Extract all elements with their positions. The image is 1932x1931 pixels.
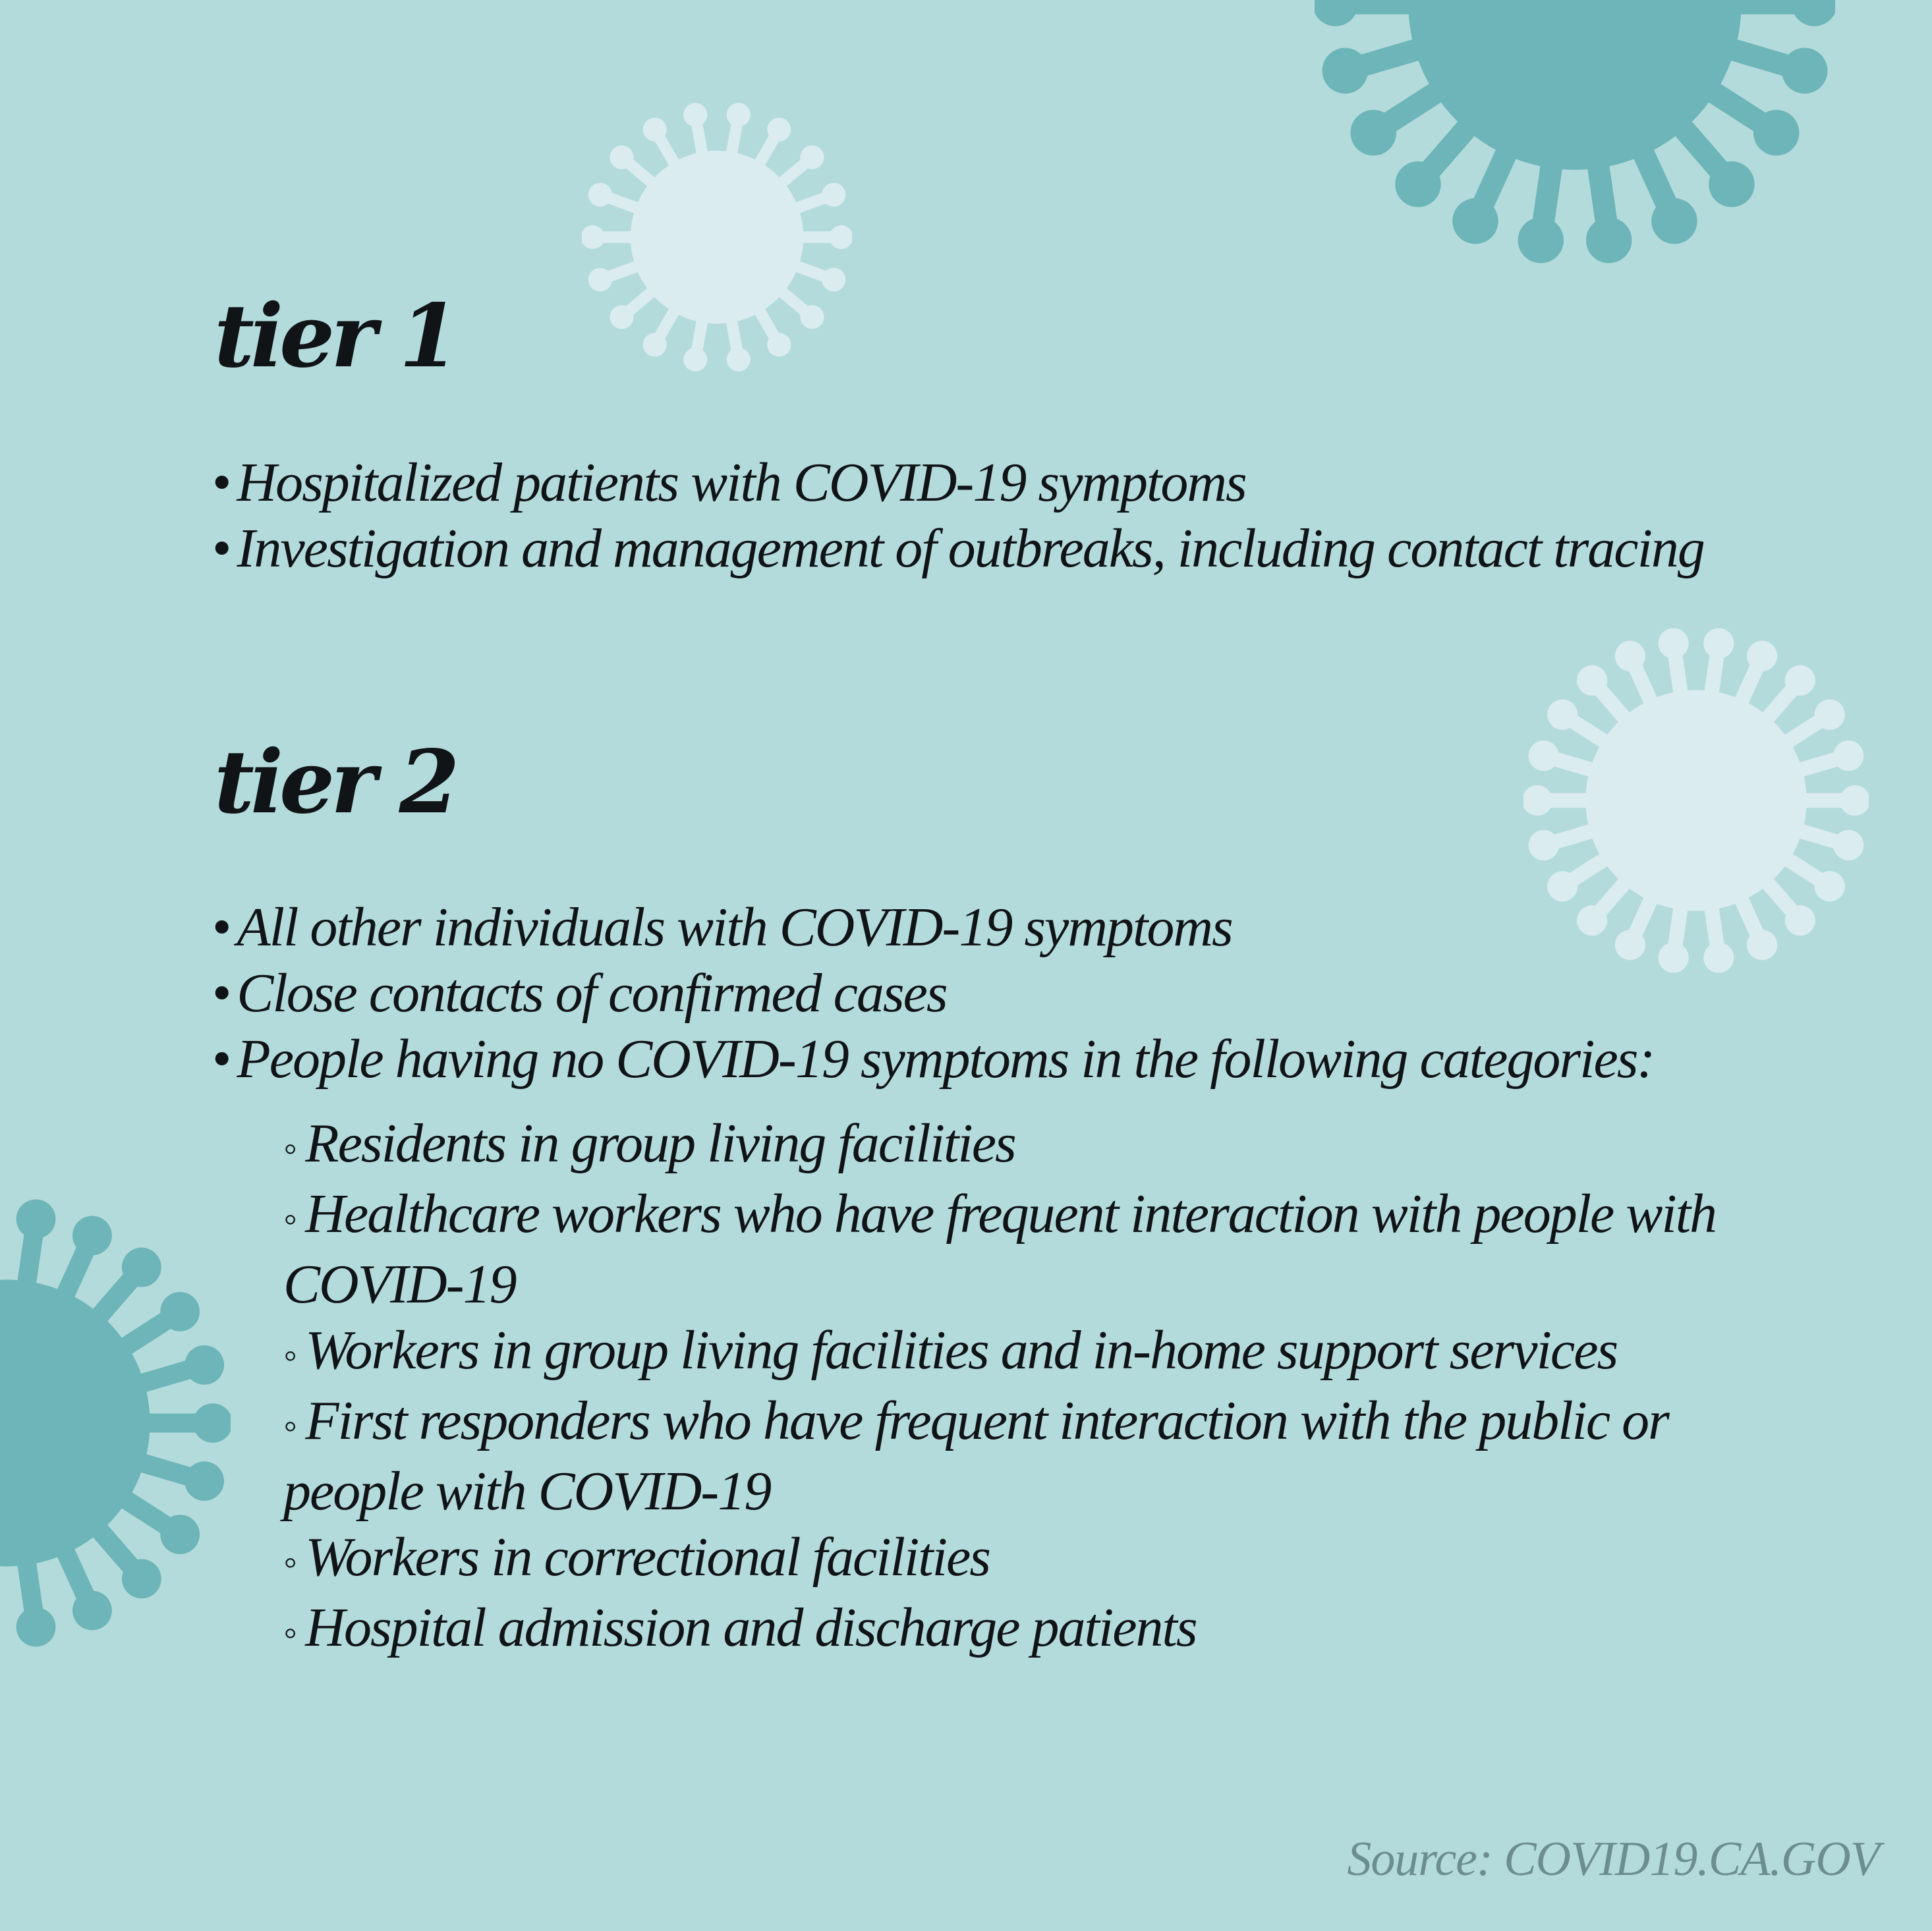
sublist-item: ◦ First responders who have frequent inte… [283,1390,1670,1522]
bullet: ◦ [283,1333,297,1377]
tier2-sublist: ◦ Residents in group living facilities ◦ H… [283,1111,1753,1665]
bullet: ◦ [283,1540,297,1584]
list-item: • Close contacts of confirmed cases [212,963,948,1024]
bullet: • [212,518,231,579]
bullet: • [212,897,231,958]
bullet: ◦ [283,1127,297,1170]
tier2-heading: tier 2 [214,731,459,833]
virus-icon [1315,0,1835,264]
bullet: • [212,1028,231,1090]
bullet: ◦ [283,1611,297,1654]
list-item: • All other individuals with COVID-19 sym… [212,897,1234,958]
list-item: • People having no COVID-19 symptoms in t… [212,1028,1655,1090]
virus-icon [582,103,852,372]
virus-icon [0,1199,231,1647]
list-item: • Investigation and management of outbrea… [212,518,1705,579]
source-credit: Source: COVID19.CA.GOV [1347,1832,1880,1886]
sublist-item: ◦ Residents in group living facilities [283,1113,1017,1174]
sublist-item: ◦ Healthcare workers who have frequent in… [283,1183,1717,1315]
tier1-list: • Hospitalized patients with COVID-19 sym… [212,450,1747,582]
bullet: ◦ [283,1404,297,1447]
sublist-item: ◦ Workers in correctional facilities [283,1526,991,1588]
bullet: • [212,963,231,1024]
sublist-item: ◦ Hospital admission and discharge patien… [283,1597,1198,1658]
sublist-item: ◦ Workers in group living facilities and … [283,1320,1618,1381]
list-item: • Hospitalized patients with COVID-19 sym… [212,452,1247,513]
bullet: • [212,452,231,513]
virus-icon [1523,628,1869,973]
tier2-list: • All other individuals with COVID-19 sym… [212,895,1747,1092]
bullet: ◦ [283,1197,297,1241]
tier1-heading: tier 1 [214,285,459,387]
